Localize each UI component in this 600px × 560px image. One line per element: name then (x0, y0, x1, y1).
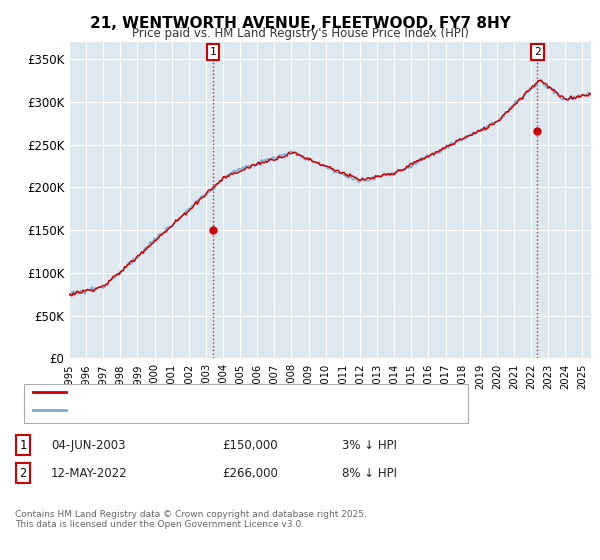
Text: Price paid vs. HM Land Registry's House Price Index (HPI): Price paid vs. HM Land Registry's House … (131, 27, 469, 40)
Text: £150,000: £150,000 (222, 438, 278, 452)
Text: 04-JUN-2003: 04-JUN-2003 (51, 438, 125, 452)
Text: Contains HM Land Registry data © Crown copyright and database right 2025.
This d: Contains HM Land Registry data © Crown c… (15, 510, 367, 529)
Text: £266,000: £266,000 (222, 466, 278, 480)
Text: HPI: Average price, detached house, Wyre: HPI: Average price, detached house, Wyre (72, 405, 302, 416)
Text: 2: 2 (19, 466, 26, 480)
Text: 12-MAY-2022: 12-MAY-2022 (51, 466, 128, 480)
Text: 8% ↓ HPI: 8% ↓ HPI (342, 466, 397, 480)
Text: 1: 1 (210, 47, 217, 57)
Text: 3% ↓ HPI: 3% ↓ HPI (342, 438, 397, 452)
Text: 21, WENTWORTH AVENUE, FLEETWOOD, FY7 8HY (detached house): 21, WENTWORTH AVENUE, FLEETWOOD, FY7 8HY… (72, 387, 441, 397)
Text: 1: 1 (19, 438, 26, 452)
Text: 21, WENTWORTH AVENUE, FLEETWOOD, FY7 8HY: 21, WENTWORTH AVENUE, FLEETWOOD, FY7 8HY (89, 16, 511, 31)
Text: 2: 2 (534, 47, 541, 57)
